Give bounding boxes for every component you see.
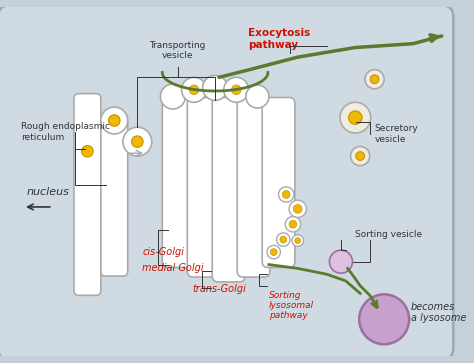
FancyBboxPatch shape <box>187 97 220 277</box>
FancyBboxPatch shape <box>0 5 453 360</box>
Circle shape <box>101 107 128 134</box>
Text: Sorting vesicle: Sorting vesicle <box>356 230 422 239</box>
Circle shape <box>246 85 269 108</box>
Circle shape <box>329 250 353 273</box>
Text: Rough endoplasmic
reticulum: Rough endoplasmic reticulum <box>21 122 110 142</box>
Circle shape <box>123 127 152 156</box>
Circle shape <box>277 233 290 246</box>
Text: trans-Golgi: trans-Golgi <box>192 284 246 294</box>
Circle shape <box>132 136 143 147</box>
Text: Secretory
vesicle: Secretory vesicle <box>374 125 419 144</box>
Text: cis-Golgi: cis-Golgi <box>142 247 184 257</box>
FancyBboxPatch shape <box>74 94 101 295</box>
FancyBboxPatch shape <box>262 97 295 268</box>
Circle shape <box>293 204 302 213</box>
Text: Transporting
vesicle: Transporting vesicle <box>149 41 206 60</box>
Circle shape <box>283 191 290 198</box>
Circle shape <box>359 294 409 344</box>
Text: Sorting
lysosomal
pathway: Sorting lysosomal pathway <box>269 290 314 320</box>
Circle shape <box>289 220 297 228</box>
Circle shape <box>189 85 199 95</box>
Circle shape <box>270 249 277 256</box>
Circle shape <box>356 152 365 160</box>
Circle shape <box>295 238 301 244</box>
Circle shape <box>348 111 362 125</box>
FancyBboxPatch shape <box>212 97 245 282</box>
FancyBboxPatch shape <box>162 97 195 268</box>
Text: nucleus: nucleus <box>27 187 70 197</box>
Circle shape <box>292 235 303 246</box>
FancyBboxPatch shape <box>237 97 270 277</box>
Circle shape <box>182 77 207 102</box>
Circle shape <box>365 70 384 89</box>
Circle shape <box>231 85 241 95</box>
Circle shape <box>267 245 281 259</box>
Circle shape <box>285 217 301 232</box>
Circle shape <box>160 84 185 109</box>
Circle shape <box>224 77 249 102</box>
Text: becomes
a lysosome: becomes a lysosome <box>411 302 466 323</box>
Text: medial Golgi: medial Golgi <box>142 264 204 273</box>
Circle shape <box>289 200 306 217</box>
Circle shape <box>203 76 228 100</box>
Circle shape <box>340 102 371 133</box>
Text: Exocytosis
pathway: Exocytosis pathway <box>248 28 310 50</box>
FancyBboxPatch shape <box>101 118 128 276</box>
Circle shape <box>370 75 379 83</box>
Circle shape <box>280 236 287 243</box>
Circle shape <box>109 115 120 126</box>
Circle shape <box>82 146 93 157</box>
Circle shape <box>351 146 370 166</box>
Circle shape <box>279 187 294 202</box>
